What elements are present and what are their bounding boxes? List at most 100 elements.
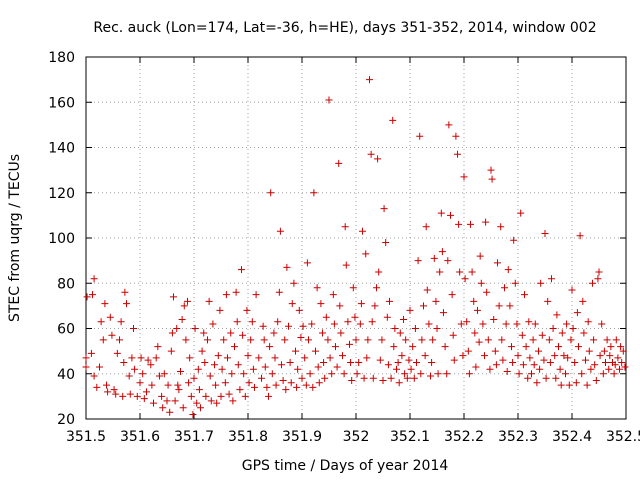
- data-point: [106, 313, 114, 321]
- data-point: [330, 320, 338, 328]
- data-point: [115, 336, 123, 344]
- data-point: [271, 354, 279, 362]
- data-point: [171, 397, 179, 405]
- data-point: [487, 166, 495, 174]
- data-point: [174, 381, 182, 389]
- data-point: [110, 386, 118, 394]
- data-point: [191, 325, 199, 332]
- data-point: [580, 329, 588, 337]
- data-point: [104, 388, 112, 396]
- data-point: [173, 325, 181, 332]
- data-point: [336, 302, 344, 310]
- y-axis-label: STEC from uqrg / TECUs: [7, 154, 23, 322]
- data-point: [439, 309, 447, 317]
- data-point: [558, 329, 566, 337]
- data-point: [83, 293, 91, 301]
- data-point: [454, 150, 462, 158]
- data-point: [407, 365, 415, 373]
- x-tick-label: 351.8: [228, 429, 268, 445]
- data-point: [594, 275, 602, 283]
- data-point: [552, 374, 560, 382]
- data-point: [297, 334, 305, 342]
- data-point: [223, 354, 231, 362]
- data-point: [506, 302, 514, 310]
- data-point: [476, 252, 484, 260]
- data-point: [285, 322, 292, 330]
- data-point: [382, 239, 390, 247]
- x-tick-label: 351.7: [174, 429, 214, 445]
- data-point: [583, 381, 591, 389]
- data-point: [167, 347, 175, 355]
- data-point: [363, 354, 371, 362]
- data-point: [182, 336, 190, 344]
- data-point: [240, 370, 248, 378]
- data-point: [384, 361, 392, 369]
- data-point: [180, 302, 188, 310]
- data-point: [402, 336, 410, 344]
- data-point: [590, 336, 598, 344]
- data-point: [587, 365, 595, 373]
- data-point: [249, 365, 257, 373]
- data-point: [449, 331, 457, 339]
- data-point: [621, 363, 629, 371]
- data-point: [394, 358, 402, 366]
- data-point: [120, 358, 128, 366]
- data-point: [429, 336, 437, 344]
- data-point: [486, 365, 494, 373]
- data-point: [301, 354, 309, 362]
- data-point: [315, 379, 323, 387]
- data-point: [351, 313, 359, 321]
- data-point: [113, 349, 121, 357]
- data-point: [466, 220, 474, 228]
- data-point: [324, 336, 332, 344]
- data-point: [130, 325, 138, 332]
- data-point: [265, 392, 273, 400]
- data-point: [313, 284, 321, 292]
- data-point: [175, 386, 183, 394]
- data-point: [510, 236, 518, 244]
- data-point: [515, 370, 523, 378]
- data-point: [619, 347, 627, 355]
- data-point: [169, 293, 177, 301]
- data-point: [434, 370, 442, 378]
- data-point: [87, 349, 95, 357]
- data-point: [244, 352, 252, 360]
- x-tick-label: 351.6: [120, 429, 160, 445]
- data-point: [514, 352, 522, 360]
- data-point: [275, 288, 283, 296]
- data-point: [490, 315, 498, 323]
- data-point: [312, 347, 319, 355]
- data-point: [569, 325, 577, 332]
- data-point: [537, 279, 545, 287]
- data-point: [579, 297, 587, 305]
- data-point: [504, 266, 512, 274]
- data-point: [270, 329, 278, 337]
- data-point: [362, 250, 370, 258]
- data-point: [93, 383, 101, 391]
- data-point: [378, 336, 386, 344]
- data-point: [495, 302, 503, 310]
- data-point: [309, 383, 317, 391]
- data-point: [287, 379, 295, 387]
- data-point: [136, 379, 144, 387]
- data-point: [409, 343, 417, 351]
- data-point: [557, 381, 565, 389]
- data-point: [281, 336, 289, 344]
- data-point: [185, 379, 193, 387]
- data-point: [582, 356, 589, 364]
- y-tick-label: 60: [57, 322, 75, 338]
- data-points: [82, 76, 629, 418]
- data-point: [595, 268, 603, 276]
- data-point: [502, 320, 510, 328]
- data-point: [481, 352, 489, 360]
- data-point: [217, 392, 225, 400]
- data-point: [279, 377, 287, 385]
- data-point: [193, 399, 201, 407]
- data-point: [82, 363, 90, 371]
- data-point: [395, 379, 403, 387]
- data-point: [483, 288, 491, 296]
- data-point: [437, 209, 445, 217]
- axis-ticks: [85, 56, 627, 420]
- data-point: [428, 358, 436, 366]
- data-point: [414, 257, 422, 265]
